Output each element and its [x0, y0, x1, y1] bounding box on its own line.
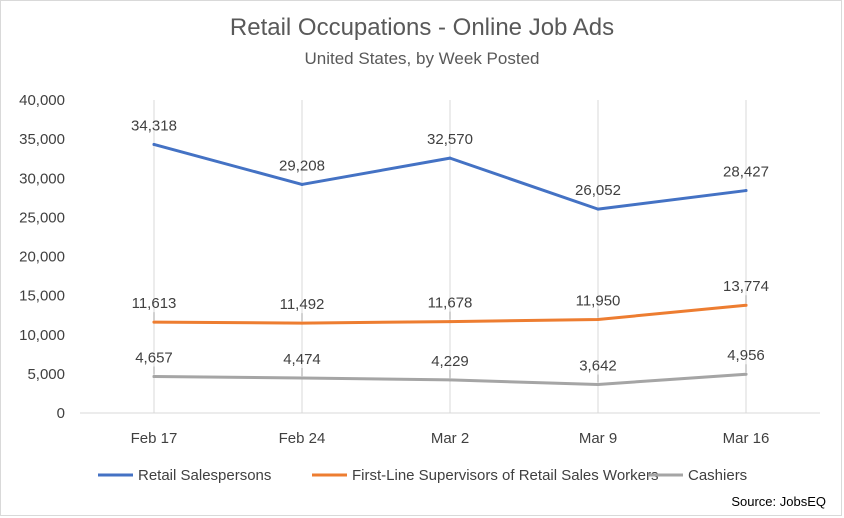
chart-subtitle: United States, by Week Posted — [304, 49, 540, 68]
x-tick-label: Feb 17 — [131, 430, 178, 447]
y-tick-label: 20,000 — [19, 249, 65, 266]
data-point — [152, 142, 156, 146]
y-tick-label: 35,000 — [19, 131, 65, 148]
data-label: 11,492 — [280, 296, 325, 313]
data-label: 4,657 — [135, 350, 173, 367]
data-point — [744, 189, 748, 193]
data-label: 4,229 — [431, 353, 469, 370]
data-point — [152, 320, 156, 324]
data-point — [596, 317, 600, 321]
y-tick-label: 10,000 — [19, 327, 65, 344]
legend-label-3: Cashiers — [688, 467, 747, 484]
y-tick-label: 40,000 — [19, 92, 65, 109]
chart-title: Retail Occupations - Online Job Ads — [229, 14, 615, 41]
data-point — [596, 207, 600, 211]
x-tick-label: Mar 9 — [579, 430, 617, 447]
legend-label-2: First-Line Supervisors of Retail Sales W… — [352, 467, 659, 484]
data-label: 11,950 — [576, 292, 621, 309]
y-tick-label: 25,000 — [19, 209, 65, 226]
data-point — [152, 375, 156, 379]
data-label: 4,956 — [727, 347, 765, 364]
source-note: Source: JobsEQ — [731, 494, 826, 509]
data-point — [744, 372, 748, 376]
y-tick-label: 30,000 — [19, 170, 65, 187]
data-label: 13,774 — [723, 278, 769, 295]
x-tick-label: Mar 16 — [723, 430, 770, 447]
data-label: 11,678 — [428, 295, 473, 312]
data-label: 4,474 — [283, 351, 321, 368]
data-label: 11,613 — [132, 295, 177, 312]
data-point — [300, 182, 304, 186]
x-tick-label: Mar 2 — [431, 430, 469, 447]
data-point — [744, 303, 748, 307]
data-label: 29,208 — [279, 157, 325, 174]
data-label: 3,642 — [579, 358, 617, 375]
data-label: 32,570 — [427, 131, 473, 148]
data-point — [596, 383, 600, 387]
data-point — [448, 156, 452, 160]
data-point — [448, 320, 452, 324]
data-label: 34,318 — [131, 117, 177, 134]
data-point — [300, 376, 304, 380]
data-label: 28,427 — [723, 164, 769, 181]
y-tick-label: 15,000 — [19, 288, 65, 305]
y-tick-label: 0 — [57, 405, 65, 422]
data-point — [300, 321, 304, 325]
legend-label-1: Retail Salespersons — [138, 467, 271, 484]
data-point — [448, 378, 452, 382]
data-label: 26,052 — [575, 182, 621, 199]
x-tick-label: Feb 24 — [279, 430, 326, 447]
y-tick-label: 5,000 — [27, 366, 65, 383]
